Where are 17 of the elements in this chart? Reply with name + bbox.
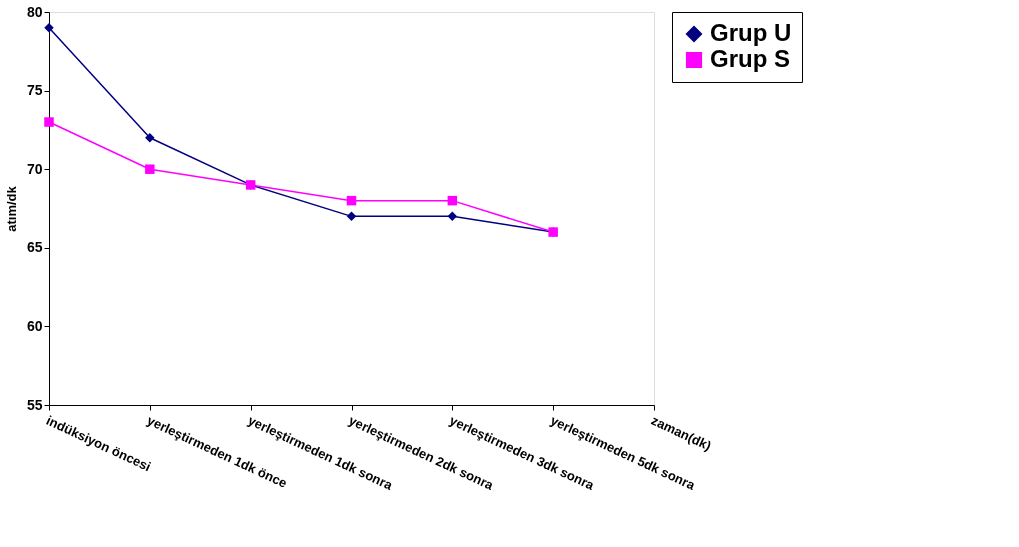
point [145,164,155,174]
y-tick-label: 70 [26,160,43,177]
point [44,22,54,33]
y-tick-label: 60 [26,317,43,334]
y-tick-label: 65 [26,239,43,256]
y-tick-label: 80 [26,3,43,20]
point [145,133,155,143]
point [346,211,357,222]
y-tick-label: 75 [26,82,43,99]
point [44,117,54,127]
legend-label: Grup U [710,19,792,46]
legend-label: Grup S [710,45,791,72]
y-axis-title: atım/dk [3,185,19,232]
point [447,211,458,222]
point [447,195,458,206]
point [346,195,357,206]
y-tick-label: 55 [26,396,43,413]
